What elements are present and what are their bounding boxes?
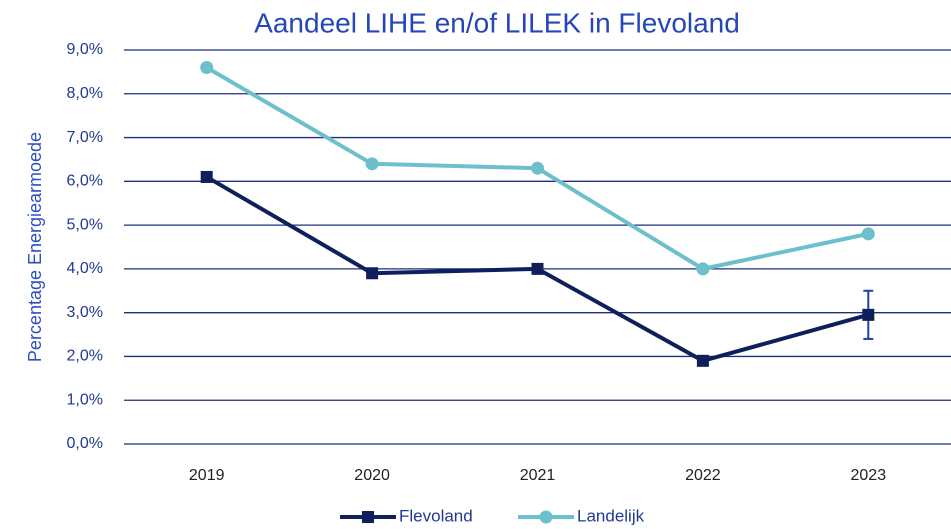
marker: [200, 61, 214, 75]
x-tick-label: 2021: [520, 467, 556, 484]
marker: [531, 161, 544, 175]
x-tick-label: 2020: [354, 467, 390, 484]
y-tick-label: 3,0%: [67, 304, 103, 321]
y-tick-label: 5,0%: [67, 216, 103, 233]
legend-marker: [539, 510, 553, 524]
marker: [861, 227, 875, 241]
legend-marker: [362, 511, 374, 523]
y-tick-label: 9,0%: [67, 41, 103, 58]
marker: [531, 262, 544, 275]
marker: [696, 262, 710, 276]
legend-label: Flevoland: [399, 506, 473, 525]
marker: [862, 308, 875, 321]
marker: [696, 354, 709, 367]
y-tick-label: 2,0%: [67, 348, 103, 365]
legend-label: Landelijk: [577, 506, 645, 525]
y-tick-label: 7,0%: [67, 129, 103, 146]
x-tick-label: 2022: [685, 467, 721, 484]
y-axis-label: Percentage Energiearmoede: [25, 132, 45, 362]
y-tick-label: 8,0%: [67, 85, 103, 102]
y-tick-label: 0,0%: [67, 435, 103, 452]
marker: [366, 267, 379, 280]
x-tick-label: 2019: [189, 467, 225, 484]
chart-title: Aandeel LIHE en/of LILEK in Flevoland: [254, 7, 740, 38]
marker: [200, 170, 213, 183]
y-tick-label: 1,0%: [67, 391, 103, 408]
x-tick-label: 2023: [851, 467, 887, 484]
marker: [365, 157, 379, 171]
y-tick-label: 4,0%: [67, 260, 103, 277]
y-tick-label: 6,0%: [67, 173, 103, 190]
